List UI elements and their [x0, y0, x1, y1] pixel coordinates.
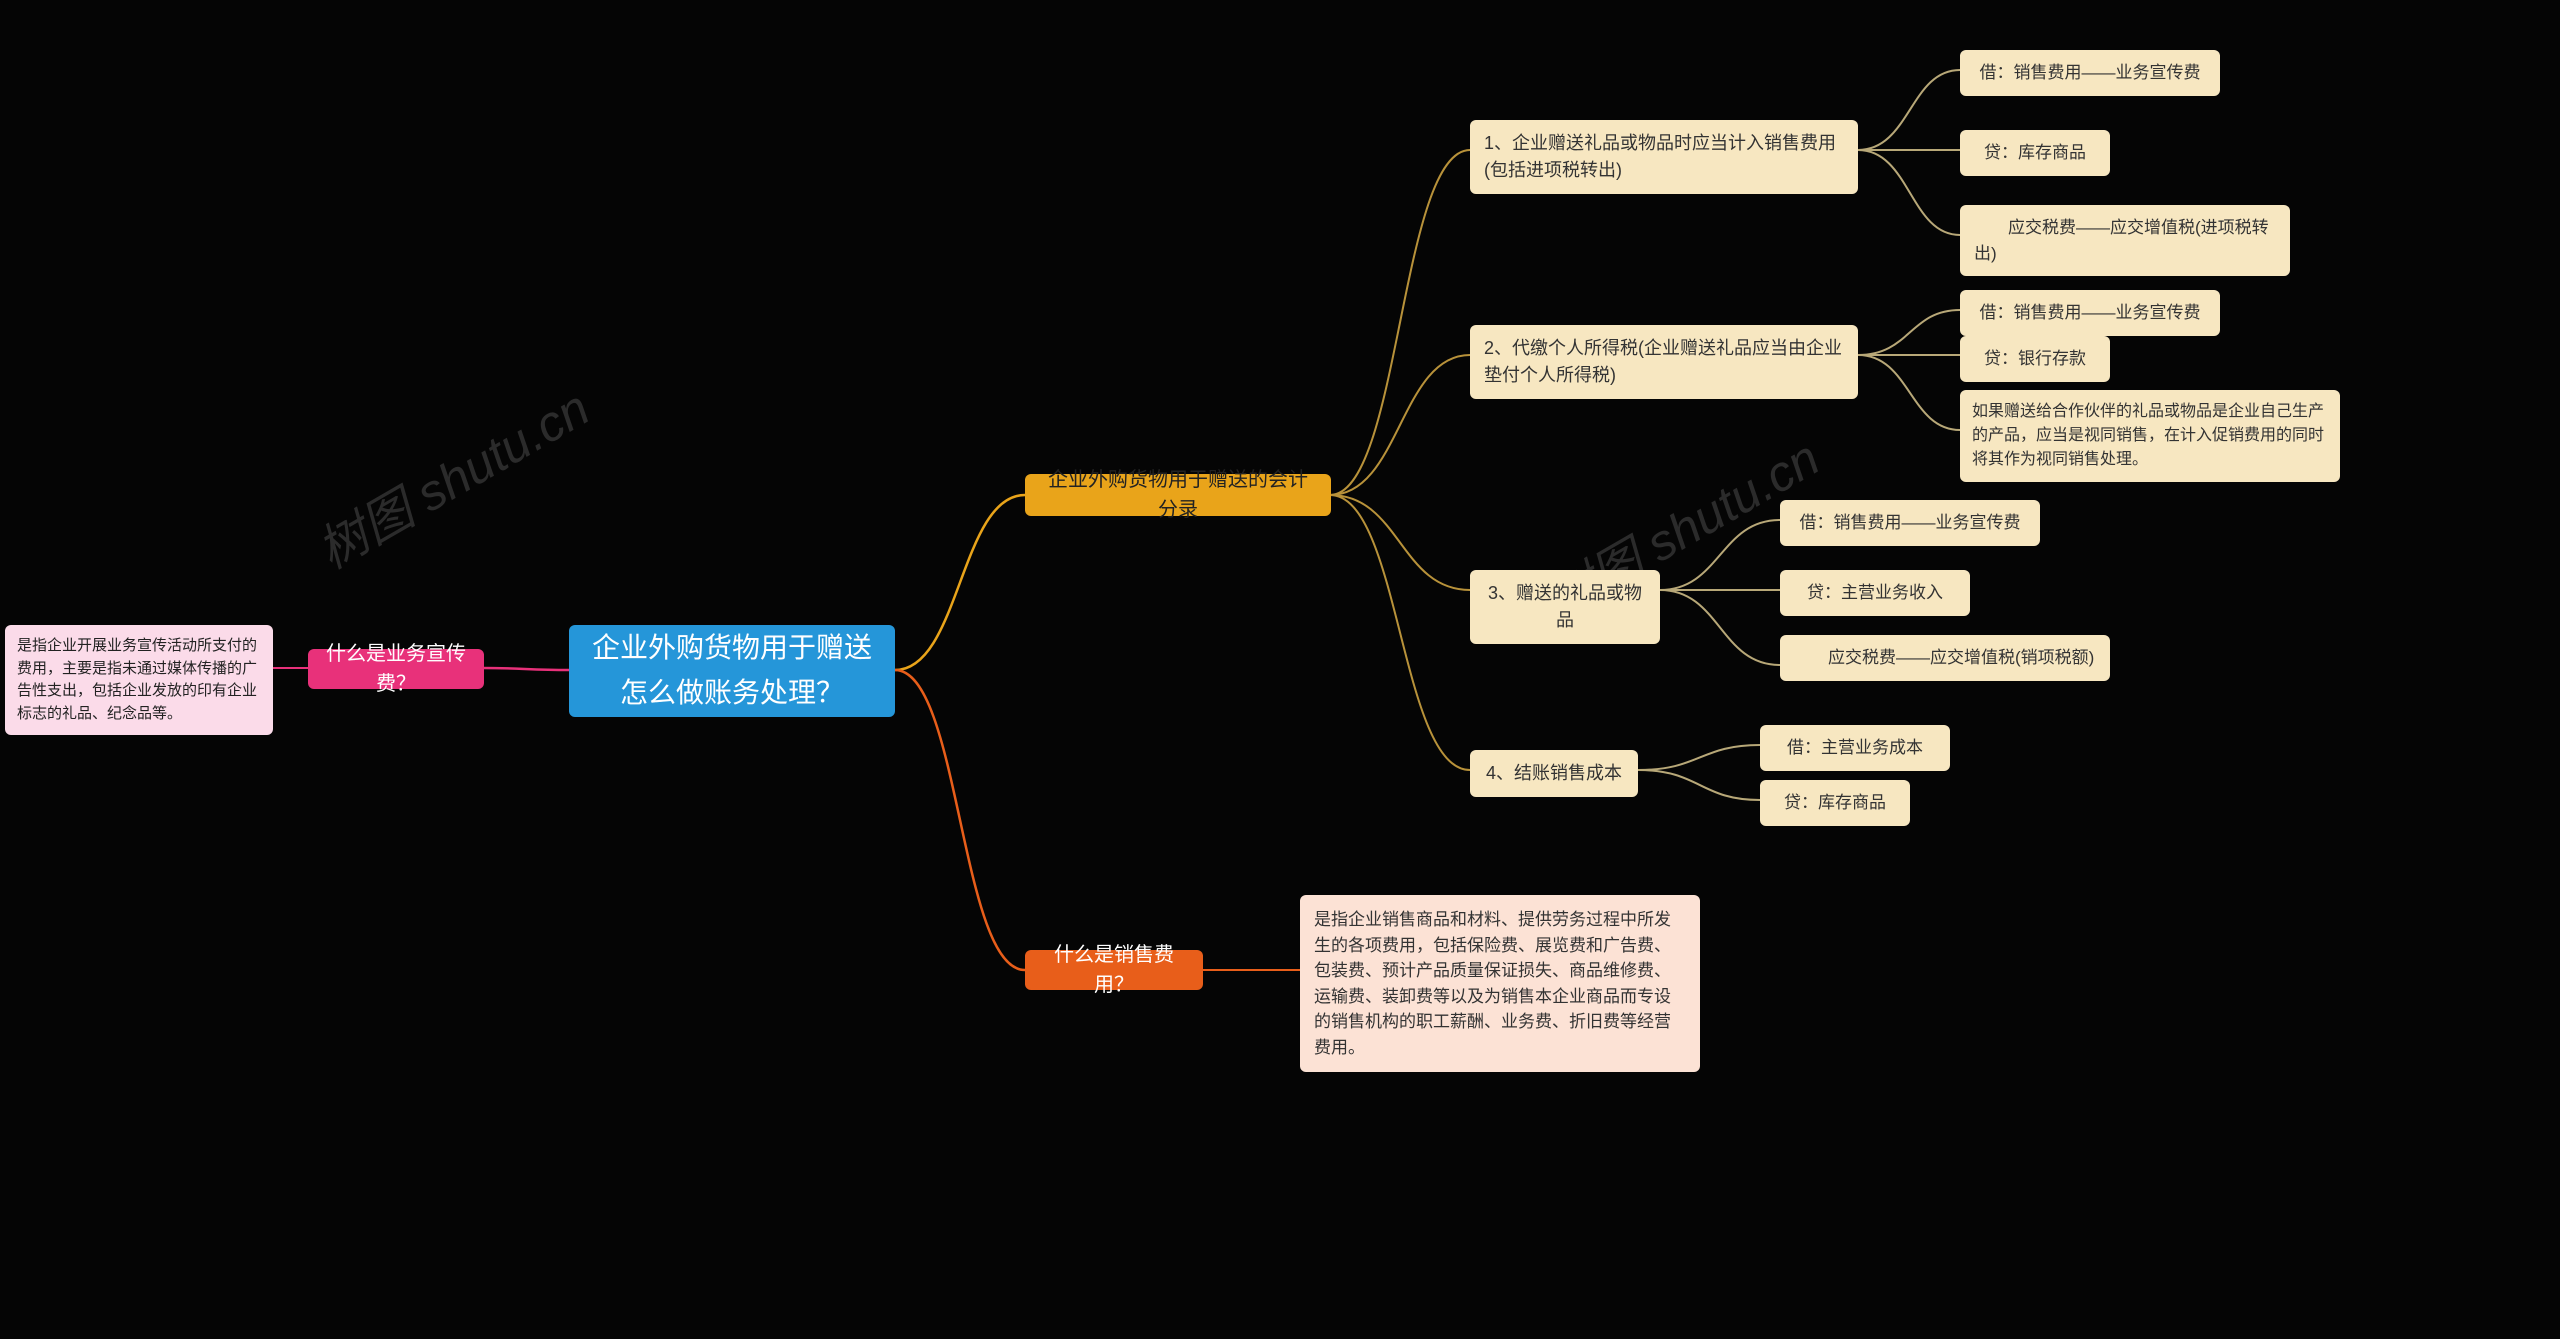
mindmap-canvas: 树图 shutu.cn 树图 shutu.cn — [0, 0, 2560, 1339]
right-bottom-q-text: 什么是销售费用？ — [1039, 940, 1189, 1000]
item-1-leaf-1[interactable]: 贷：库存商品 — [1960, 130, 2110, 176]
item-1-leaf-2-text: 应交税费——应交增值税(进项税转出) — [1974, 215, 2276, 266]
right-top-title-node[interactable]: 企业外购货物用于赠送的会计分录 — [1025, 474, 1331, 516]
item-3-leaf-2-text: 应交税费——应交增值税(销项税额) — [1794, 645, 2094, 671]
left-desc-text: 是指企业开展业务宣传活动所支付的费用，主要是指未通过媒体传播的广告性支出，包括企… — [17, 635, 261, 725]
item-2-leaf-2-text: 如果赠送给合作伙伴的礼品或物品是企业自己生产的产品，应当是视同销售，在计入促销费… — [1972, 400, 2328, 472]
left-question-text: 什么是业务宣传费？ — [322, 639, 470, 699]
item-4-leaf-1-text: 贷：库存商品 — [1784, 790, 1886, 816]
right-bottom-desc-text: 是指企业销售商品和材料、提供劳务过程中所发生的各项费用，包括保险费、展览费和广告… — [1314, 907, 1686, 1060]
item-1-leaf-1-text: 贷：库存商品 — [1984, 140, 2086, 166]
item-3-text: 3、赠送的礼品或物品 — [1484, 580, 1646, 634]
item-2-text: 2、代缴个人所得税(企业赠送礼品应当由企业垫付个人所得税) — [1484, 335, 1844, 389]
watermark: 树图 shutu.cn — [302, 369, 600, 583]
item-3-leaf-0-text: 借：销售费用——业务宣传费 — [1800, 510, 2021, 536]
item-1-leaf-0-text: 借：销售费用——业务宣传费 — [1980, 60, 2201, 86]
item-3-leaf-1-text: 贷：主营业务收入 — [1807, 580, 1943, 606]
item-2-leaf-2[interactable]: 如果赠送给合作伙伴的礼品或物品是企业自己生产的产品，应当是视同销售，在计入促销费… — [1960, 390, 2340, 482]
item-4-leaf-0[interactable]: 借：主营业务成本 — [1760, 725, 1950, 771]
item-2-leaf-0-text: 借：销售费用——业务宣传费 — [1980, 300, 2201, 326]
item-4-leaf-1[interactable]: 贷：库存商品 — [1760, 780, 1910, 826]
item-1-leaf-2[interactable]: 应交税费——应交增值税(进项税转出) — [1960, 205, 2290, 276]
item-2-leaf-1-text: 贷：银行存款 — [1984, 346, 2086, 372]
item-3-node[interactable]: 3、赠送的礼品或物品 — [1470, 570, 1660, 644]
item-2-leaf-0[interactable]: 借：销售费用——业务宣传费 — [1960, 290, 2220, 336]
item-3-leaf-2[interactable]: 应交税费——应交增值税(销项税额) — [1780, 635, 2110, 681]
root-text: 企业外购货物用于赠送怎么做账务处理？ — [589, 626, 875, 716]
item-1-node[interactable]: 1、企业赠送礼品或物品时应当计入销售费用(包括进项税转出) — [1470, 120, 1858, 194]
right-top-title-text: 企业外购货物用于赠送的会计分录 — [1039, 465, 1317, 525]
root-node[interactable]: 企业外购货物用于赠送怎么做账务处理？ — [569, 625, 895, 717]
item-3-leaf-1[interactable]: 贷：主营业务收入 — [1780, 570, 1970, 616]
right-bottom-q-node[interactable]: 什么是销售费用？ — [1025, 950, 1203, 990]
item-2-leaf-1[interactable]: 贷：银行存款 — [1960, 336, 2110, 382]
item-3-leaf-0[interactable]: 借：销售费用——业务宣传费 — [1780, 500, 2040, 546]
item-4-text: 4、结账销售成本 — [1486, 760, 1622, 787]
item-4-node[interactable]: 4、结账销售成本 — [1470, 750, 1638, 797]
item-2-node[interactable]: 2、代缴个人所得税(企业赠送礼品应当由企业垫付个人所得税) — [1470, 325, 1858, 399]
item-1-text: 1、企业赠送礼品或物品时应当计入销售费用(包括进项税转出) — [1484, 130, 1844, 184]
left-desc-node[interactable]: 是指企业开展业务宣传活动所支付的费用，主要是指未通过媒体传播的广告性支出，包括企… — [5, 625, 273, 735]
item-1-leaf-0[interactable]: 借：销售费用——业务宣传费 — [1960, 50, 2220, 96]
left-question-node[interactable]: 什么是业务宣传费？ — [308, 649, 484, 689]
right-bottom-desc-node[interactable]: 是指企业销售商品和材料、提供劳务过程中所发生的各项费用，包括保险费、展览费和广告… — [1300, 895, 1700, 1072]
item-4-leaf-0-text: 借：主营业务成本 — [1787, 735, 1923, 761]
